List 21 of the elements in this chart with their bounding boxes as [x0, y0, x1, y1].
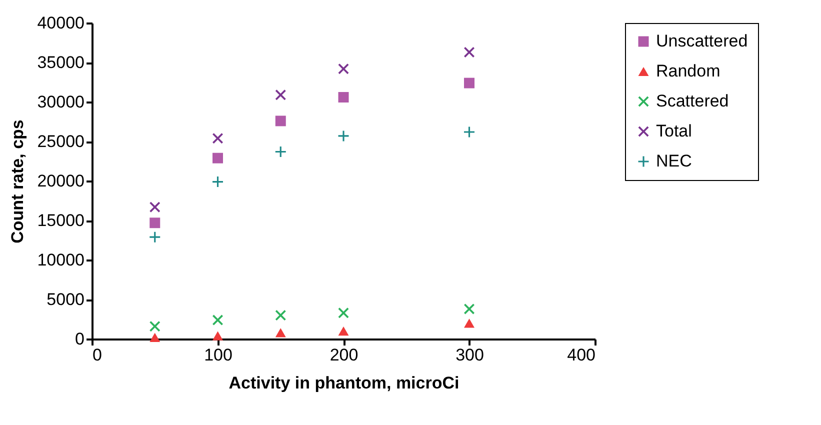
legend-label: Total	[656, 122, 692, 140]
y-tick-label: 30000	[37, 92, 84, 112]
y-tick-label: 0	[75, 330, 84, 348]
y-axis-title: Count rate, cps	[8, 120, 28, 244]
y-tick-label: 10000	[37, 250, 84, 270]
y-tick-label: 20000	[37, 172, 84, 190]
x-tick-label: 100	[204, 346, 232, 364]
y-tick-label: 5000	[46, 290, 84, 309]
legend-label: Random	[656, 62, 720, 80]
x-tick-label: 0	[92, 346, 102, 364]
y-tick-label: 15000	[37, 211, 84, 230]
y-tick-label: 40000	[37, 14, 84, 32]
legend-label: Scattered	[656, 92, 729, 110]
y-tick-label: 35000	[37, 53, 84, 72]
legend-label: NEC	[656, 152, 692, 170]
x-tick-label: 400	[567, 346, 596, 364]
legend-label: Unscattered	[656, 32, 748, 50]
x-tick-label: 300	[456, 346, 484, 364]
y-tick-label: 25000	[37, 132, 84, 151]
x-axis-title: Activity in phantom, microCi	[228, 374, 460, 392]
x-tick-label: 200	[330, 346, 358, 364]
